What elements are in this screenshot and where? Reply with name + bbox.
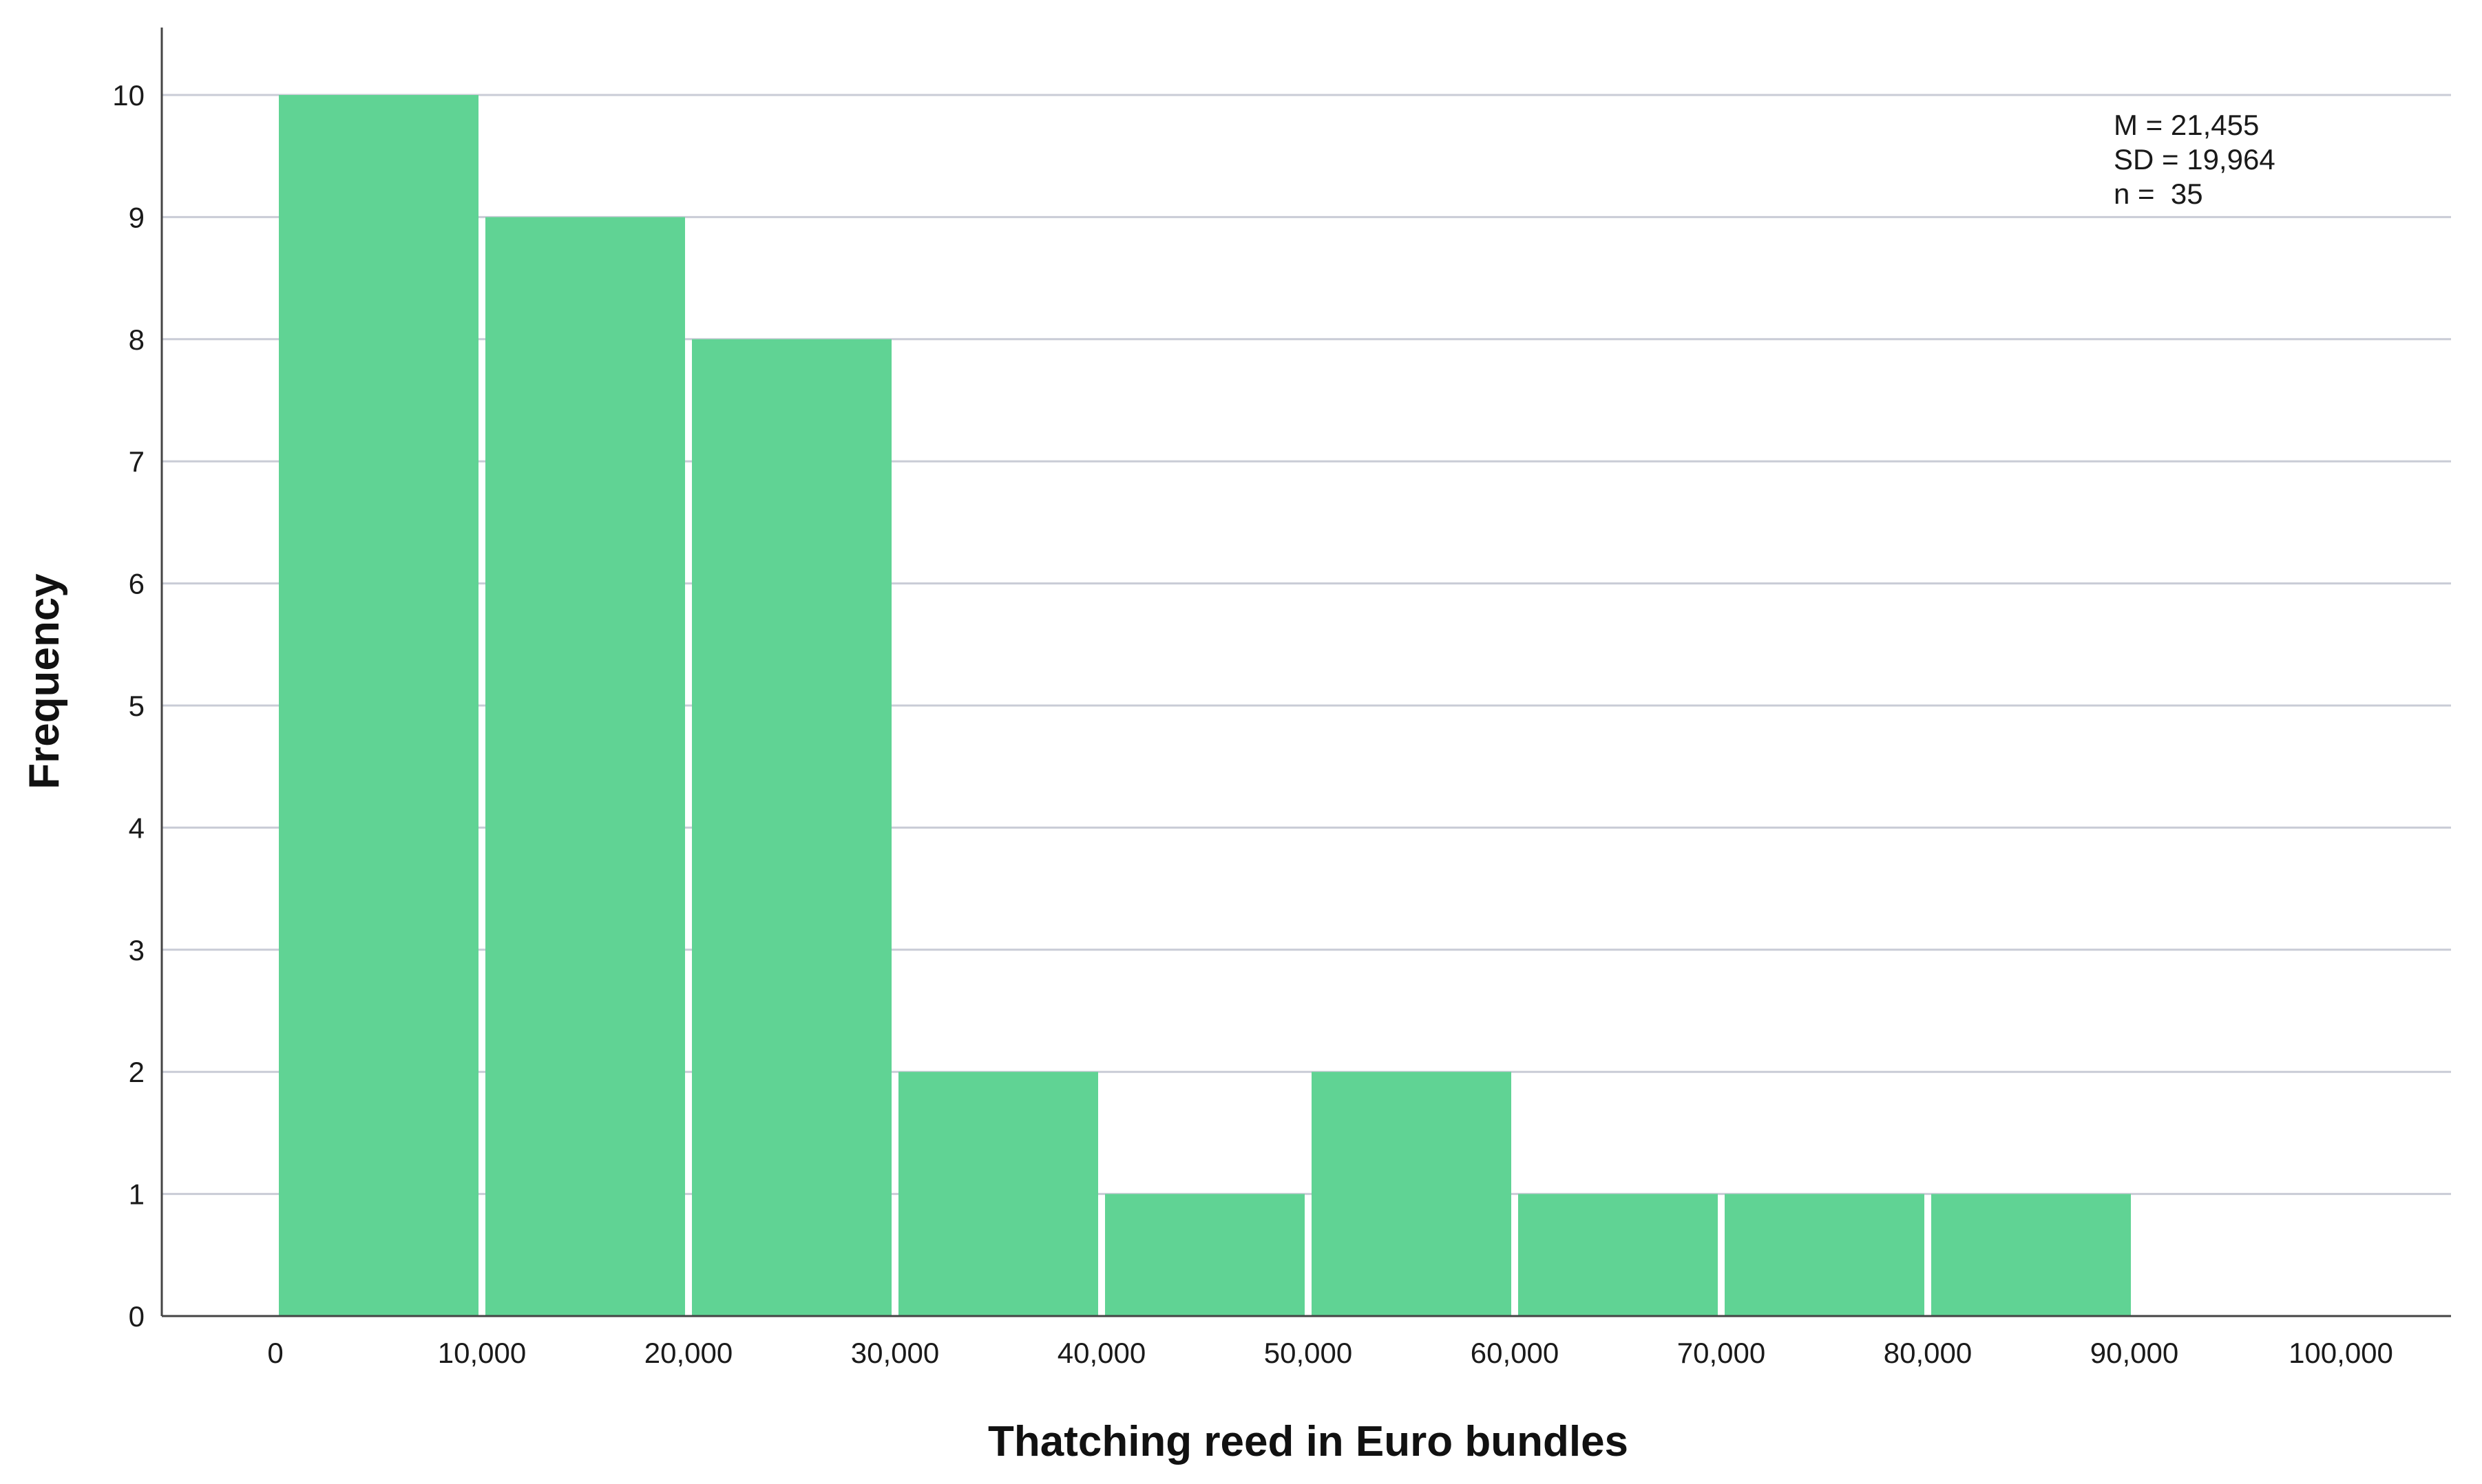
y-tick-label-6: 6 — [129, 568, 145, 600]
y-tick-label-1: 1 — [129, 1178, 145, 1211]
x-tick-label-0: 0 — [267, 1337, 283, 1369]
x-tick-label-90000: 90,000 — [2090, 1337, 2178, 1369]
bar-bin-4 — [898, 1072, 1098, 1316]
y-tick-label-8: 8 — [129, 324, 145, 356]
axes — [160, 28, 2451, 1317]
x-tick-label-50000: 50,000 — [1264, 1337, 1352, 1369]
y-tick-label-5: 5 — [129, 690, 145, 722]
x-tick-label-30000: 30,000 — [851, 1337, 939, 1369]
x-axis-title: Thatching reed in Euro bundles — [988, 1418, 1628, 1465]
y-tick-label-0: 0 — [129, 1300, 145, 1333]
x-tick-label-10000: 10,000 — [438, 1337, 526, 1369]
bar-bin-9 — [1931, 1194, 2131, 1316]
bar-bin-6 — [1312, 1072, 1511, 1316]
x-tick-label-60000: 60,000 — [1471, 1337, 1559, 1369]
stats-sd: SD = 19,964 — [2114, 143, 2275, 176]
stats-n: n = 35 — [2114, 178, 2203, 210]
stats-mean: M = 21,455 — [2114, 109, 2259, 141]
x-tick-label-40000: 40,000 — [1058, 1337, 1146, 1369]
y-tick-label-9: 9 — [129, 201, 145, 233]
bar-bin-8 — [1725, 1194, 1924, 1316]
x-tick-label-80000: 80,000 — [1884, 1337, 1972, 1369]
y-axis-title: Frequency — [21, 573, 68, 789]
y-tick-label-7: 7 — [129, 445, 145, 478]
y-tick-labels: 0 1 2 3 4 5 6 7 8 9 10 — [112, 79, 145, 1333]
y-tick-label-10: 10 — [112, 79, 145, 112]
x-tick-label-20000: 20,000 — [644, 1337, 733, 1369]
y-tick-label-4: 4 — [129, 812, 145, 844]
bar-bin-1 — [279, 95, 478, 1316]
bar-bin-2 — [485, 217, 685, 1316]
x-tick-labels: 0 10,000 20,000 30,000 40,000 50,000 60,000 70,… — [267, 1337, 2393, 1369]
stats-annotation: M = 21,455 SD = 19,964 n = 35 — [2114, 109, 2275, 210]
y-tick-label-2: 2 — [129, 1056, 145, 1088]
bar-bin-5 — [1105, 1194, 1305, 1316]
bars — [279, 95, 2131, 1316]
bar-bin-3 — [692, 339, 892, 1316]
x-tick-label-70000: 70,000 — [1677, 1337, 1765, 1369]
x-tick-label-100000: 100,000 — [2289, 1337, 2393, 1369]
bar-bin-7 — [1518, 1194, 1718, 1316]
y-tick-label-3: 3 — [129, 934, 145, 966]
